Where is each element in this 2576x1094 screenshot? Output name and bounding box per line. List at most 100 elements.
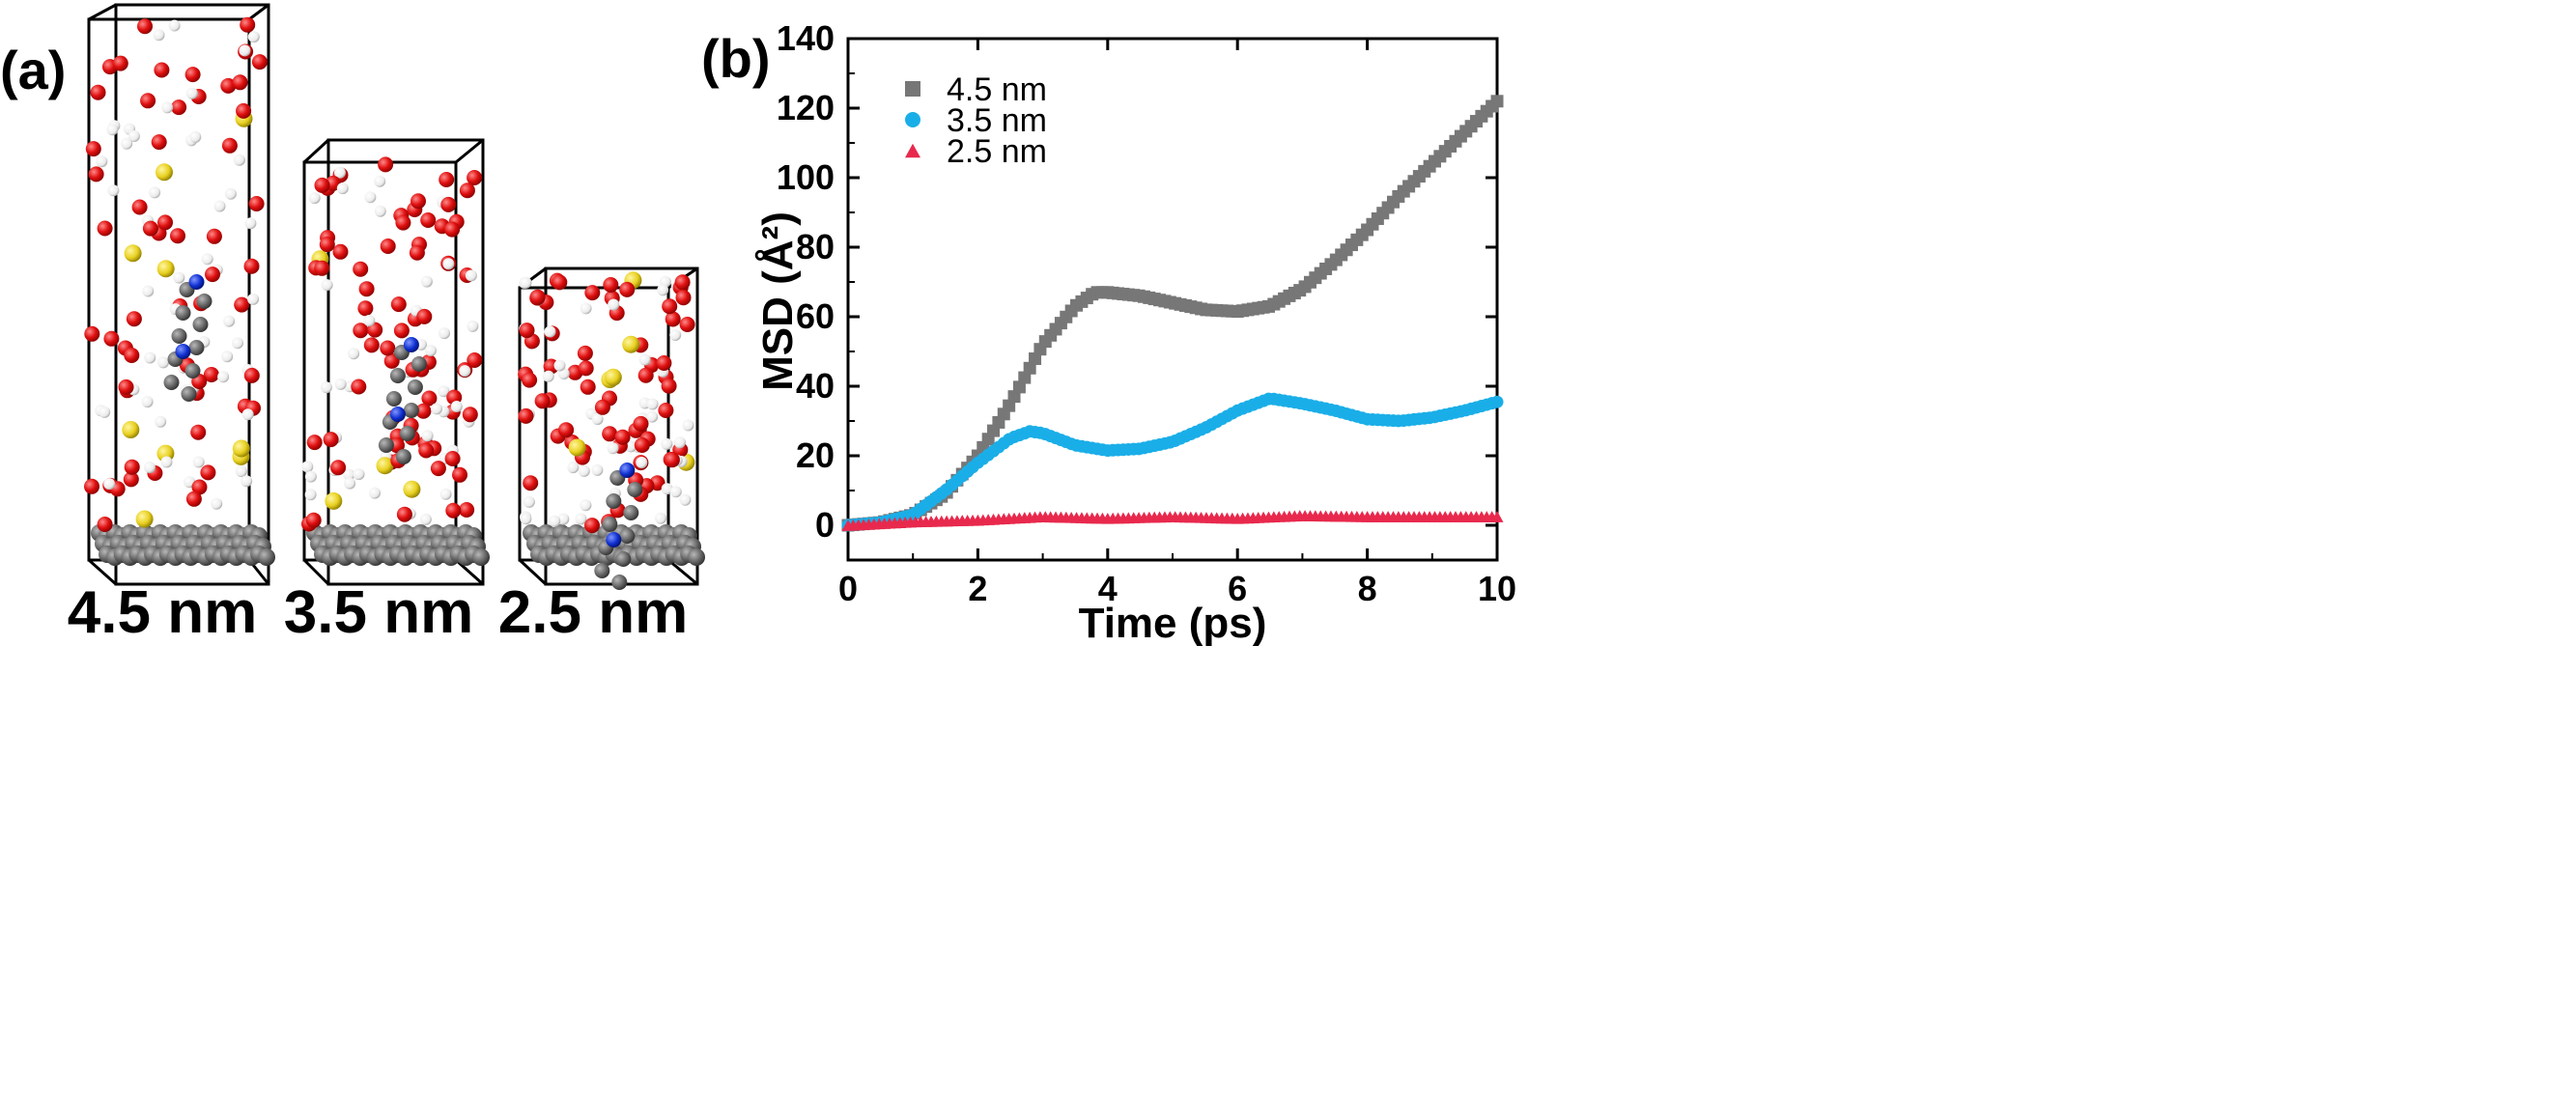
oxygen-atom — [415, 403, 432, 419]
hydrogen-atom — [553, 359, 566, 372]
hydrogen-atom — [544, 325, 556, 338]
hydrogen-atom — [348, 348, 360, 360]
oxygen-atom — [420, 212, 437, 228]
oxygen-atom — [85, 141, 101, 157]
oxygen-atom — [675, 290, 692, 306]
carbon-atom — [619, 528, 636, 544]
box-label-2-5nm: 2.5 nm — [498, 579, 688, 646]
simulation-boxes — [84, 3, 705, 590]
hydrogen-atom — [121, 137, 133, 150]
oxygen-atom — [679, 317, 695, 332]
oxygen-atom — [332, 243, 349, 260]
oxygen-atom — [418, 442, 435, 459]
oxygen-atom — [603, 277, 619, 293]
hydrogen-atom — [439, 327, 450, 340]
hydrogen-atom — [442, 258, 455, 270]
oxygen-atom — [380, 340, 396, 356]
hydrogen-atom — [141, 396, 154, 408]
hydrogen-atom — [96, 155, 108, 168]
hydrogen-atom — [161, 101, 174, 114]
oxygen-atom — [395, 214, 411, 231]
sulfur-atom — [156, 163, 173, 182]
oxygen-atom — [351, 379, 367, 395]
hydrogen-atom — [646, 410, 659, 423]
oxygen-atom — [118, 379, 134, 395]
hydrogen-atom — [450, 401, 463, 412]
oxygen-atom — [380, 238, 396, 254]
oxygen-atom — [393, 323, 410, 339]
oxygen-atom — [206, 228, 222, 244]
hydrogen-atom — [213, 200, 226, 212]
oxygen-atom — [184, 67, 201, 83]
oxygen-atom — [522, 372, 538, 388]
oxygen-atom — [200, 464, 216, 481]
sulfur-atom — [376, 457, 394, 475]
oxygen-atom — [112, 55, 128, 71]
oxygen-atom — [378, 156, 394, 173]
hydrogen-atom — [578, 464, 590, 477]
hydrogen-atom — [520, 276, 532, 289]
oxygen-atom — [232, 74, 248, 91]
hydrogen-atom — [144, 351, 156, 364]
carbon-atom — [385, 391, 402, 407]
sulfur-atom — [232, 439, 250, 458]
oxygen-atom — [353, 323, 369, 339]
y-tick-label: 140 — [777, 18, 835, 58]
series-2-5-nm — [841, 510, 1504, 531]
sulfur-atom — [156, 260, 175, 278]
oxygen-atom — [319, 237, 335, 253]
hydrogen-atom — [107, 184, 120, 197]
oxygen-atom — [594, 399, 610, 415]
carbon-atom — [403, 403, 419, 418]
oxygen-atom — [97, 517, 113, 532]
oxygen-atom — [314, 177, 330, 193]
carbon-atom — [688, 548, 705, 566]
hydrogen-atom — [155, 415, 167, 428]
hydrogen-atom — [185, 87, 198, 99]
hydrogen-atom — [607, 442, 619, 455]
hydrogen-atom — [655, 512, 666, 524]
sulfur-atom — [604, 368, 622, 386]
hydrogen-atom — [241, 475, 253, 488]
oxygen-atom — [467, 352, 483, 368]
hydrogen-atom — [304, 489, 317, 501]
oxygen-atom — [459, 502, 475, 518]
oxygen-atom — [248, 196, 265, 211]
hydrogen-atom — [369, 487, 381, 499]
hydrogen-atom — [201, 253, 213, 266]
hydrogen-atom — [374, 205, 386, 217]
x-tick-label: 4 — [1098, 569, 1118, 608]
oxygen-atom — [633, 415, 649, 432]
hydrogen-atom — [160, 456, 173, 468]
oxygen-atom — [661, 378, 677, 394]
chart-legend: 4.5 nm3.5 nm2.5 nm — [905, 71, 1047, 170]
x-tick-label: 6 — [1228, 569, 1247, 608]
hydrogen-atom — [679, 493, 692, 506]
oxygen-atom — [123, 471, 139, 488]
legend-label: 2.5 nm — [947, 133, 1047, 170]
data-point — [1023, 361, 1036, 375]
oxygen-atom — [124, 459, 140, 475]
series-4-5-nm — [841, 95, 1504, 532]
oxygen-atom — [88, 166, 104, 182]
carbon-atom — [188, 340, 205, 355]
box-label-3-5nm: 3.5 nm — [284, 579, 473, 646]
sulfur-atom — [122, 421, 140, 438]
oxygen-atom — [390, 296, 407, 313]
hydrogen-atom — [638, 353, 651, 366]
carbon-atom — [192, 317, 209, 332]
oxygen-atom — [203, 367, 219, 382]
data-point — [1012, 380, 1026, 394]
hydrogen-atom — [247, 31, 260, 43]
oxygen-atom — [444, 451, 461, 466]
hydrogen-atom — [364, 191, 377, 204]
sulfur-atom — [403, 480, 421, 498]
hydrogen-atom — [189, 130, 202, 143]
oxygen-atom — [243, 367, 260, 383]
carbon-atom — [606, 493, 622, 509]
y-tick-label: 100 — [777, 157, 835, 197]
oxygen-atom — [305, 512, 322, 528]
data-point — [1490, 95, 1504, 108]
hydrogen-atom — [232, 337, 243, 350]
carbon-atom — [175, 305, 191, 321]
